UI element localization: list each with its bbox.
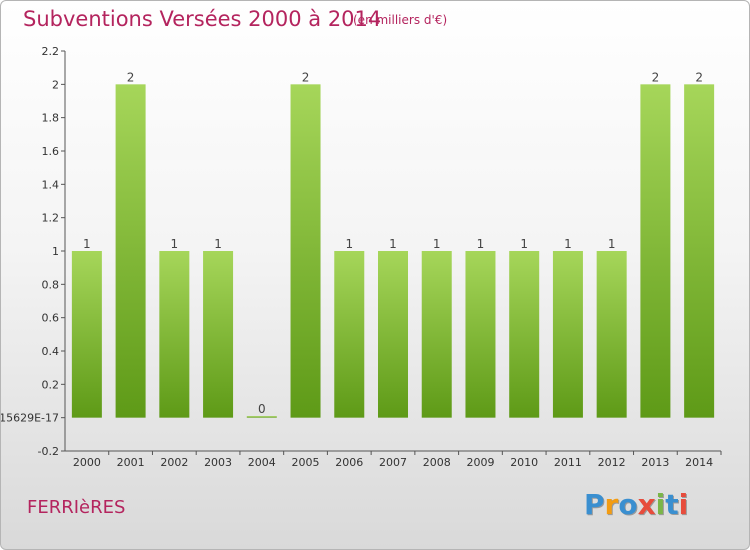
bar	[71, 251, 102, 418]
y-tick-label: 2.2	[42, 45, 60, 58]
x-tick-label: 2011	[554, 456, 582, 469]
y-tick-label: 0.6	[42, 312, 60, 325]
brand-letter: i	[655, 488, 666, 521]
x-tick-label: 2005	[292, 456, 320, 469]
bar-value-label: 1	[389, 237, 397, 251]
bar	[159, 251, 190, 418]
x-tick-label: 2006	[335, 456, 363, 469]
bar	[596, 251, 627, 418]
axes: -0.2 -2.15629E-17 0.2 0.4 0.6 0.8 1 1.2 1.4 1.6 1.…	[1, 45, 722, 469]
bar	[378, 251, 408, 418]
chart-title: Subventions Versées 2000 à 2014	[23, 7, 382, 31]
brand-letter: x	[637, 488, 656, 521]
commune-name: FERRIèRES	[27, 497, 126, 518]
brand-letter: i	[678, 488, 689, 521]
x-tick-label: 2002	[160, 456, 188, 469]
bar-value-label: 0	[258, 402, 266, 416]
bar-value-label: 1	[433, 237, 441, 251]
bar-chart: -0.2 -2.15629E-17 0.2 0.4 0.6 0.8 1 1.2 1.4 1.6 1.…	[1, 45, 722, 469]
x-tick-label: 2010	[510, 456, 538, 469]
y-tick-label: 0.4	[42, 345, 60, 358]
bar	[509, 251, 540, 418]
brand-letter: o	[618, 488, 638, 521]
bar	[290, 84, 321, 418]
x-tick-label: 2012	[598, 456, 626, 469]
bar	[552, 251, 583, 418]
x-tick-label: 2009	[466, 456, 494, 469]
brand-letter: t	[665, 488, 679, 521]
y-tick-label: 0.2	[42, 378, 60, 391]
bar	[334, 251, 365, 418]
y-tick-label: 2	[52, 78, 59, 91]
bar-value-label: 2	[695, 70, 703, 84]
bar-value-label: 1	[520, 237, 528, 251]
x-tick-label: 2000	[73, 456, 101, 469]
bars	[71, 84, 715, 418]
bar	[640, 84, 671, 418]
bar-value-label: 1	[345, 237, 353, 251]
y-tick-label: 1.4	[42, 178, 60, 191]
bar	[421, 251, 452, 418]
chart-subtitle: (en milliers d'€)	[353, 13, 448, 27]
x-tick-label: 2008	[423, 456, 451, 469]
bar-value-label: 1	[564, 237, 572, 251]
x-tick-label: 2013	[641, 456, 669, 469]
bar-value-label: 1	[477, 237, 485, 251]
bar	[203, 251, 234, 418]
bar	[115, 84, 146, 418]
bar-value-label: 1	[214, 237, 222, 251]
y-tick-label: 1.6	[42, 145, 60, 158]
y-tick-label: 1.2	[42, 212, 60, 225]
y-tick-label: 0.8	[42, 278, 60, 291]
bar	[246, 416, 277, 418]
bar-value-label: 1	[608, 237, 616, 251]
bar-value-label: 2	[127, 70, 135, 84]
brand-letter: P	[584, 488, 605, 521]
brand-logo: Proxiti	[584, 488, 688, 521]
bar	[684, 84, 715, 418]
y-tick-label: -2.15629E-17	[1, 412, 59, 425]
y-tick-label: -0.2	[38, 445, 59, 458]
y-tick-label: 1.8	[42, 112, 60, 125]
x-tick-label: 2001	[117, 456, 145, 469]
data-labels: 1 2 1 1 0 2 1 1 1 1 1 1 1 2 2	[83, 70, 703, 416]
x-tick-label: 2003	[204, 456, 232, 469]
brand-letter: r	[604, 488, 619, 521]
x-tick-label: 2007	[379, 456, 407, 469]
bar	[465, 251, 496, 418]
bar-value-label: 2	[652, 70, 660, 84]
bar-value-label: 1	[83, 237, 91, 251]
x-tick-label: 2014	[685, 456, 713, 469]
y-tick-label: 1	[52, 245, 59, 258]
bar-value-label: 1	[171, 237, 179, 251]
x-tick-label: 2004	[248, 456, 276, 469]
bar-value-label: 2	[302, 70, 310, 84]
